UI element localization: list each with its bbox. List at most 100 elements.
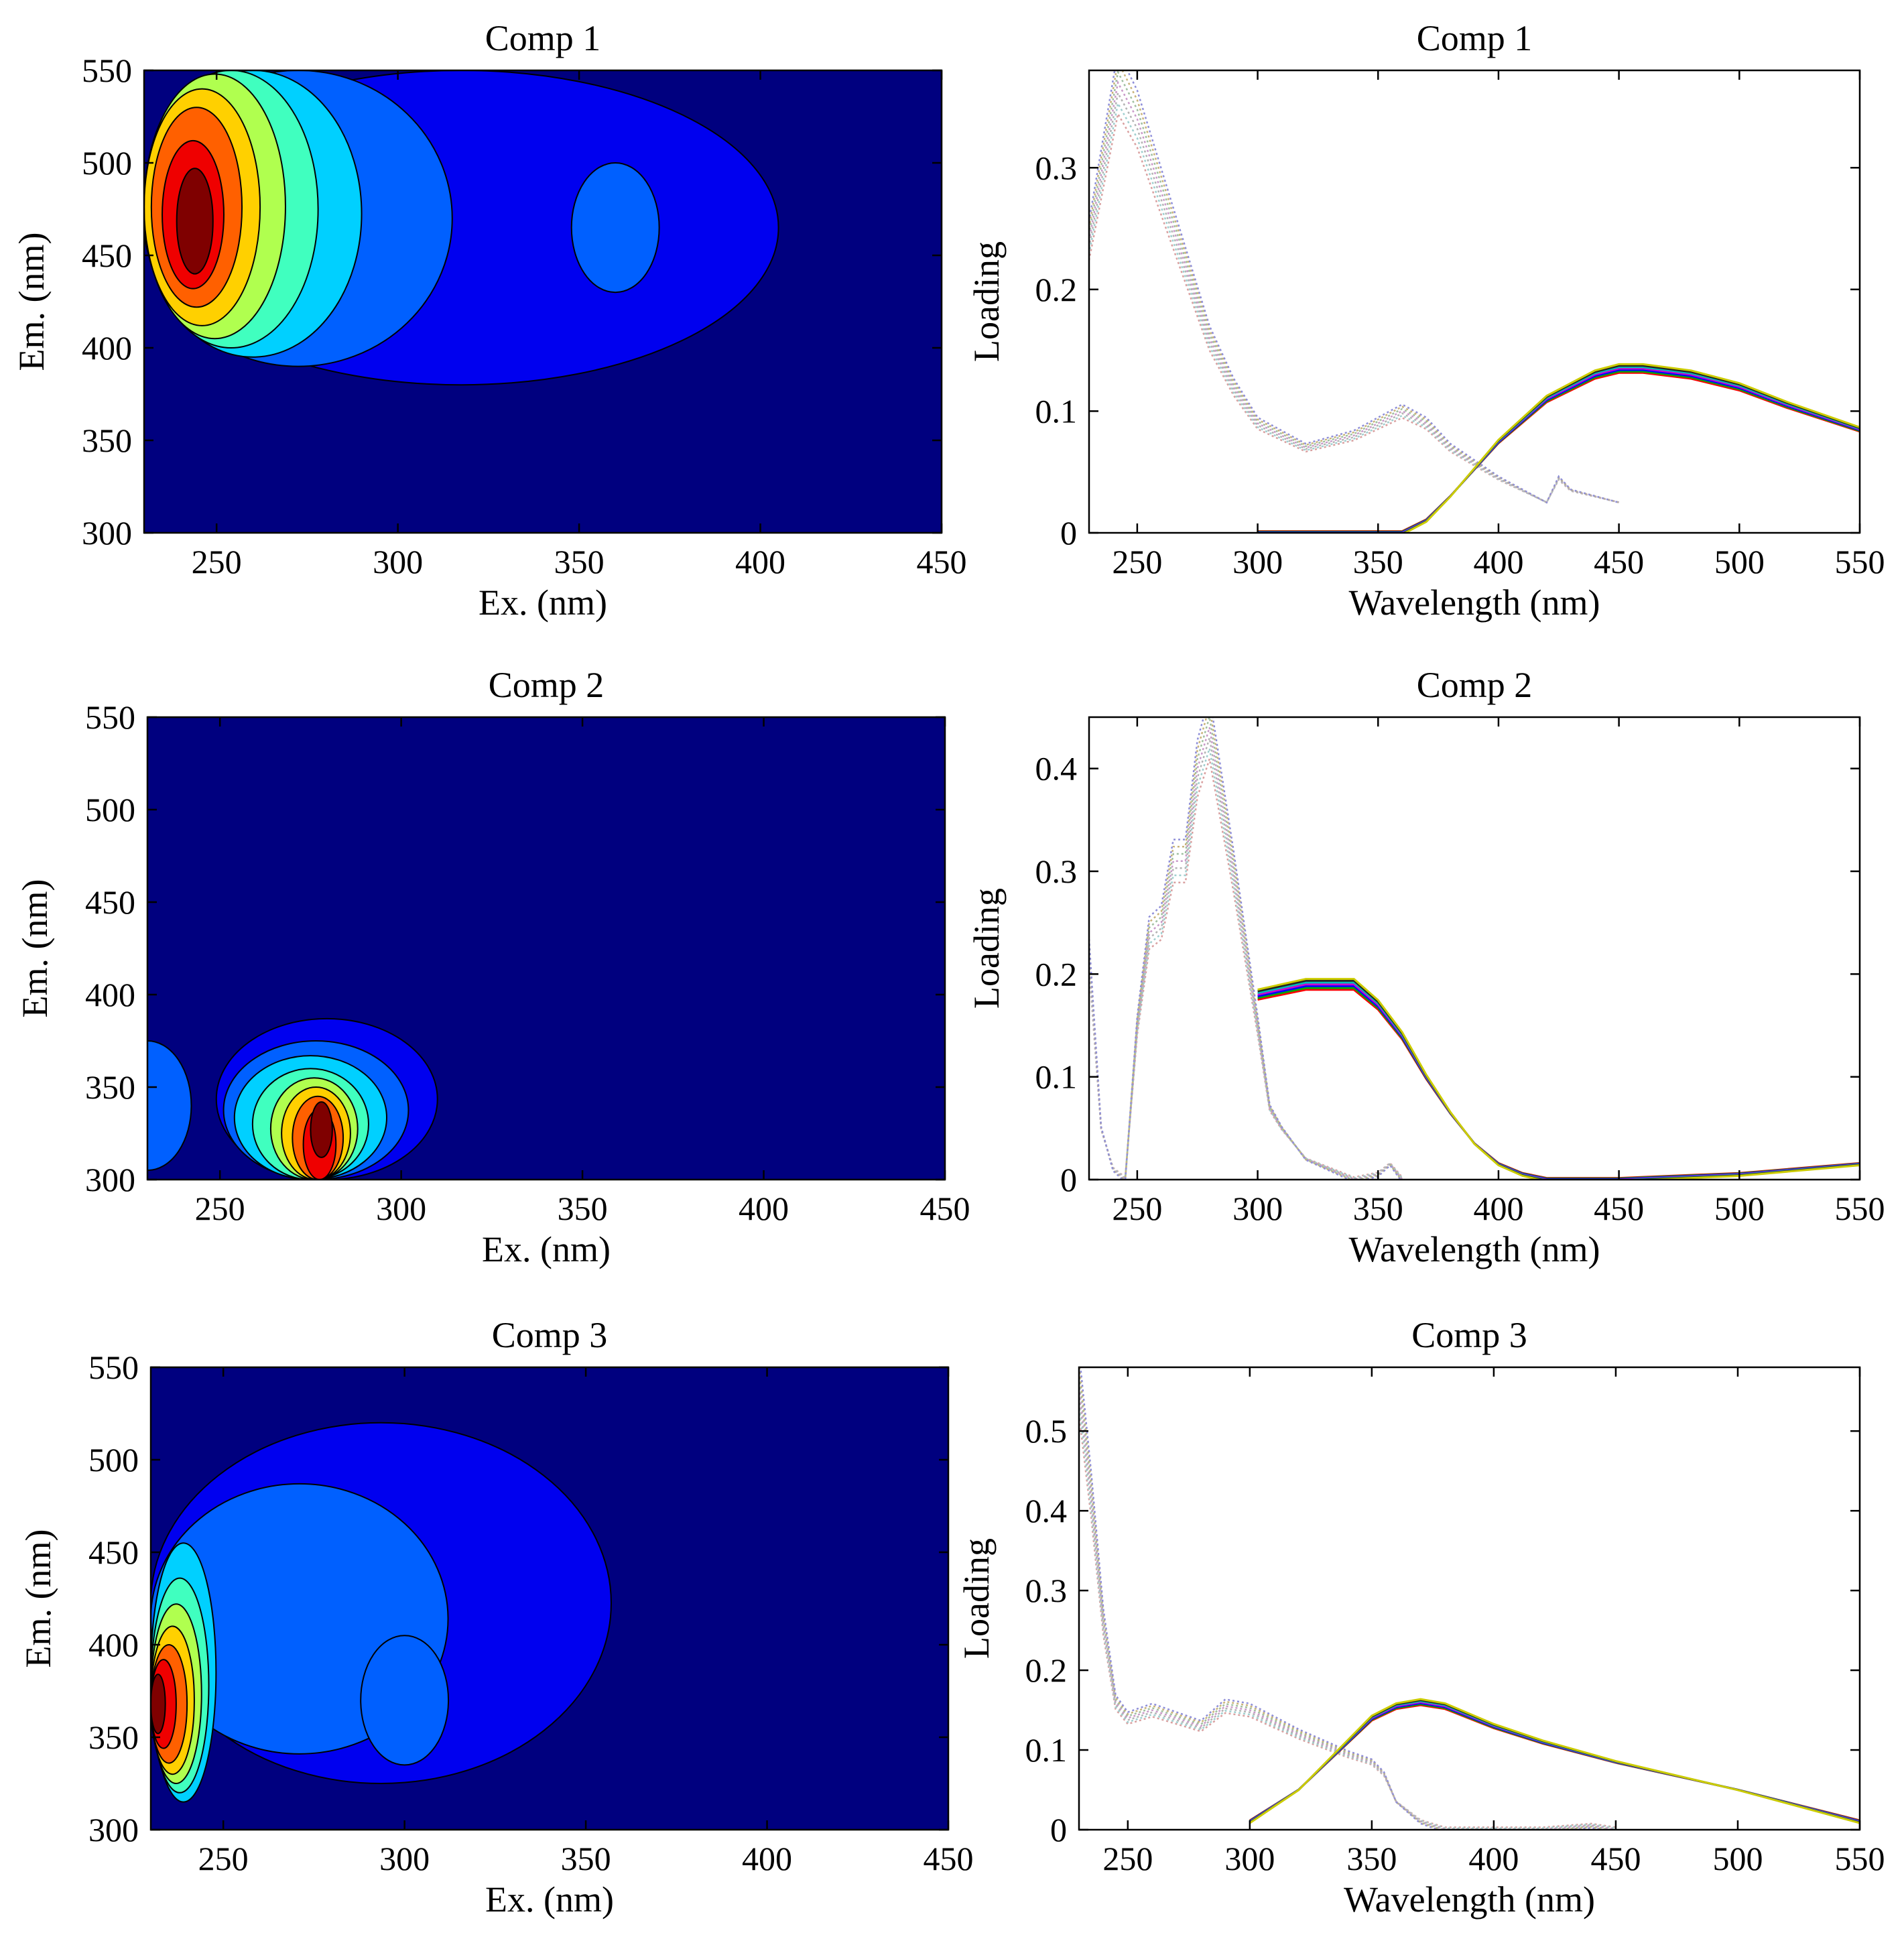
chart-title: Comp 1 <box>485 18 601 58</box>
x-tick-label: 450 <box>1594 543 1644 580</box>
emission-loading-line <box>1249 1703 1860 1822</box>
x-tick-label: 450 <box>924 1840 974 1877</box>
y-tick-label: 300 <box>88 1811 139 1848</box>
contour-3: 250 300 350 400 450 300 350 400 450 500 550 Comp 3 E… <box>18 1315 974 1920</box>
axes-frame <box>146 716 946 1181</box>
emission-loading-line <box>1249 1699 1860 1824</box>
y-tick-label: 450 <box>85 883 135 921</box>
x-tick-label: 250 <box>192 543 242 580</box>
excitation-loading-line <box>1089 748 1403 1180</box>
x-tick-label: 400 <box>742 1840 792 1877</box>
y-tick-label: 400 <box>82 329 132 367</box>
axes-frame <box>1088 716 1861 1181</box>
emission-loading-line <box>1257 987 1860 1180</box>
emission-loading-line <box>1249 1698 1860 1824</box>
y-tick-label: 0 <box>1050 1811 1067 1848</box>
y-tick-label: 550 <box>82 52 132 89</box>
x-tick-label: 400 <box>735 543 785 580</box>
excitation-loading-line <box>1089 717 1402 1180</box>
x-tick-label: 400 <box>1473 1190 1523 1227</box>
x-tick-label: 250 <box>195 1190 245 1227</box>
x-axis-label: Ex. (nm) <box>485 1879 614 1920</box>
x-tick-label: 300 <box>376 1190 426 1227</box>
y-tick-label: 0.3 <box>1025 1572 1068 1609</box>
x-tick-label: 450 <box>917 543 967 580</box>
y-tick-label: 0.1 <box>1035 392 1078 430</box>
emission-loading-line <box>1257 985 1860 1180</box>
excitation-loading-line <box>1079 1367 1612 1830</box>
y-axis-label: Em. (nm) <box>15 879 55 1018</box>
excitation-loading-line <box>1079 1373 1616 1830</box>
x-tick-label: 400 <box>1473 543 1523 580</box>
x-axis-label: Ex. (nm) <box>482 1229 611 1269</box>
y-axis-label: Loading <box>956 1538 997 1659</box>
x-axis-label: Ex. (nm) <box>479 582 607 623</box>
emission-loading-line <box>1257 979 1860 1180</box>
y-tick-label: 450 <box>88 1533 139 1571</box>
chart-title: Comp 2 <box>1417 665 1533 705</box>
excitation-loading-line <box>1089 90 1619 504</box>
x-tick-label: 350 <box>1353 1190 1403 1227</box>
excitation-loading-line <box>1079 1393 1616 1830</box>
x-tick-label: 300 <box>1224 1840 1275 1877</box>
emission-loading-line <box>1257 983 1860 1180</box>
y-axis-label: Em. (nm) <box>11 233 52 371</box>
y-tick-label: 0.3 <box>1035 149 1078 186</box>
emission-loading-line <box>1257 981 1860 1180</box>
y-tick-label: 550 <box>85 698 135 736</box>
x-tick-label: 250 <box>1102 1840 1153 1877</box>
x-tick-label: 350 <box>558 1190 608 1227</box>
y-tick-label: 450 <box>82 237 132 274</box>
excitation-loading-line <box>1089 101 1619 504</box>
chart-title: Comp 3 <box>1411 1315 1527 1355</box>
loadings-3: 250 300 350 400 450 500 550 0 0.1 0.2 0.3 0.4 0.5 Com… <box>956 1315 1885 1920</box>
y-tick-label: 0.2 <box>1035 955 1078 993</box>
emission-loading-line <box>1249 1700 1860 1824</box>
loadings-1: 250 300 350 400 450 500 550 0 0.1 0.2 0.3 Comp 1 Wav… <box>966 18 1885 623</box>
loading-lines <box>1089 717 1860 1180</box>
y-tick-label: 0 <box>1060 514 1077 552</box>
y-axis-label: Em. (nm) <box>18 1529 58 1668</box>
excitation-loading-line <box>1089 758 1403 1179</box>
contour-2: 250 300 350 400 450 300 350 400 450 500 550 Comp 2 E… <box>15 665 970 1269</box>
y-tick-label: 350 <box>82 422 132 459</box>
x-tick-label: 400 <box>1468 1840 1519 1877</box>
y-tick-label: 0.1 <box>1025 1731 1068 1769</box>
x-axis-label: Wavelength (nm) <box>1348 1229 1600 1269</box>
y-tick-label: 0.2 <box>1025 1651 1068 1689</box>
excitation-loading-line <box>1089 717 1402 1180</box>
excitation-loading-line <box>1079 1383 1616 1830</box>
x-tick-label: 500 <box>1714 543 1765 580</box>
emission-loading-line <box>1257 978 1860 1180</box>
secondary-peak <box>570 162 660 294</box>
y-tick-label: 550 <box>88 1348 139 1386</box>
x-tick-label: 300 <box>1232 1190 1283 1227</box>
y-tick-label: 400 <box>88 1626 139 1664</box>
contour-levels <box>151 1422 612 1803</box>
emission-loading-line <box>1402 365 1860 533</box>
x-tick-label: 250 <box>1112 543 1162 580</box>
y-tick-label: 0.5 <box>1025 1412 1068 1450</box>
contour-level <box>310 1101 333 1158</box>
x-tick-label: 350 <box>1346 1840 1397 1877</box>
excitation-loading-line <box>1089 717 1403 1180</box>
x-tick-label: 350 <box>561 1840 611 1877</box>
y-tick-label: 400 <box>85 976 135 1013</box>
x-tick-label: 500 <box>1712 1840 1763 1877</box>
excitation-loading-line <box>1089 70 1619 504</box>
excitation-loading-line <box>1089 111 1619 504</box>
x-tick-label: 250 <box>198 1840 249 1877</box>
x-axis-label: Wavelength (nm) <box>1348 582 1600 623</box>
axes-frame <box>1078 1366 1861 1831</box>
y-tick-label: 300 <box>85 1161 135 1198</box>
excitation-loading-line <box>1080 1367 1607 1830</box>
contour-level <box>151 1674 166 1735</box>
x-tick-label: 550 <box>1835 1840 1885 1877</box>
excitation-loading-line <box>1089 70 1619 504</box>
x-tick-label: 300 <box>379 1840 430 1877</box>
axes-frame <box>143 69 943 534</box>
axes-frame <box>149 1366 950 1831</box>
secondary-peak <box>147 1040 192 1172</box>
x-tick-label: 250 <box>1112 1190 1162 1227</box>
